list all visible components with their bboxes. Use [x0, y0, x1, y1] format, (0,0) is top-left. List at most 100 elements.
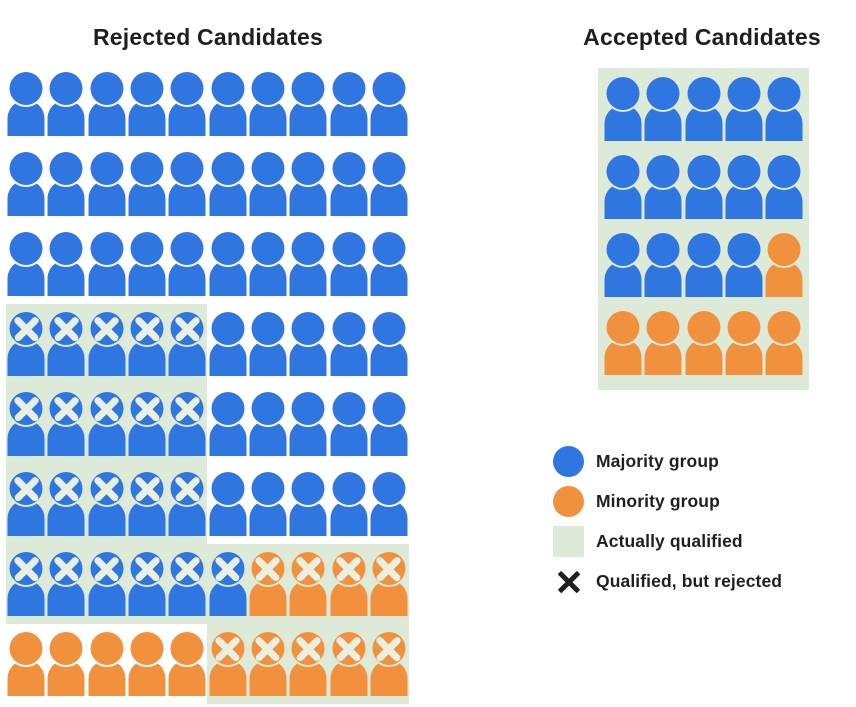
person-cell — [167, 464, 208, 544]
person-cell — [328, 544, 369, 624]
person-torso — [7, 660, 45, 696]
person-head — [291, 72, 325, 105]
minority-person-icon — [6, 624, 46, 704]
minority-person-icon — [167, 624, 207, 704]
person-torso — [209, 580, 247, 616]
majority-person-icon — [87, 384, 127, 464]
person-torso — [289, 340, 327, 376]
person-cell — [87, 64, 127, 144]
majority-person-icon — [207, 64, 247, 144]
majority-person-icon — [369, 464, 409, 544]
person-cell — [683, 307, 724, 385]
person-cell — [6, 384, 47, 464]
rejected-x-icon — [90, 472, 123, 505]
person-cell — [46, 544, 87, 624]
minority-person-icon — [603, 307, 643, 385]
person-torso — [370, 180, 408, 216]
person-head — [687, 233, 721, 266]
rejected-x-icon — [292, 552, 325, 585]
person-torso — [47, 100, 85, 136]
majority-person-icon — [288, 384, 328, 464]
person-torso — [765, 183, 803, 219]
majority-person-icon — [369, 144, 409, 224]
rejected-x-icon — [171, 552, 204, 585]
majority-person-icon — [369, 384, 409, 464]
person-torso — [7, 340, 45, 376]
minority-person-icon — [46, 624, 86, 704]
majority-person-icon — [87, 144, 127, 224]
person-torso — [209, 500, 247, 536]
person-torso — [289, 180, 327, 216]
majority-person-icon — [87, 544, 127, 624]
person-cell — [369, 384, 409, 464]
rejected-x-icon — [211, 632, 244, 665]
person-cell — [643, 307, 684, 385]
person-torso — [7, 420, 45, 456]
person-cell — [328, 304, 368, 384]
person-cell — [46, 144, 86, 224]
person-cell — [603, 307, 644, 385]
person-cell — [683, 151, 724, 229]
person-cell — [369, 64, 409, 144]
rejected-candidates-title: Rejected Candidates — [92, 24, 324, 50]
person-torso — [370, 660, 408, 696]
person-cell — [46, 304, 87, 384]
person-cell — [643, 73, 684, 151]
person-torso — [330, 660, 368, 696]
person-torso — [7, 180, 45, 216]
person-cell — [764, 73, 805, 151]
person-torso — [370, 420, 408, 456]
minority-person-icon — [248, 544, 288, 624]
majority-person-icon — [684, 229, 724, 307]
person-head — [251, 392, 285, 425]
person-head — [606, 233, 640, 266]
person-torso — [725, 183, 763, 219]
majority-person-icon — [369, 224, 409, 304]
person-cell — [167, 64, 207, 144]
person-head — [170, 72, 204, 105]
majority-person-icon — [248, 304, 288, 384]
person-head — [49, 232, 83, 265]
person-head — [727, 233, 761, 266]
person-head — [372, 232, 406, 265]
person-head — [646, 155, 680, 188]
majority-person-icon — [684, 151, 724, 229]
person-torso — [330, 580, 368, 616]
person-head — [727, 77, 761, 110]
person-cell — [288, 224, 328, 304]
majority-person-icon — [6, 64, 46, 144]
person-cell — [126, 544, 168, 624]
person-torso — [685, 105, 723, 141]
person-head — [9, 72, 43, 105]
majority-person-icon — [328, 144, 368, 224]
majority-person-icon — [127, 224, 167, 304]
person-torso — [765, 339, 803, 375]
majority-person-icon — [288, 304, 328, 384]
person-cell — [126, 384, 168, 464]
minority-person-icon — [127, 624, 167, 704]
person-head — [211, 472, 245, 505]
majority-person-icon — [684, 73, 724, 151]
person-cell — [207, 144, 247, 224]
legend-label: Qualified, but rejected — [596, 571, 783, 591]
person-torso — [128, 100, 166, 136]
person-cell — [288, 624, 329, 704]
majority-person-icon — [369, 304, 409, 384]
majority-person-icon — [248, 224, 288, 304]
rejected-x-icon — [332, 552, 365, 585]
majority-person-icon — [167, 144, 207, 224]
accepted-candidates-title: Accepted Candidates — [583, 24, 821, 50]
person-head — [372, 152, 406, 185]
rejected-x-icon — [171, 392, 204, 425]
person-cell — [288, 544, 329, 624]
person-torso — [765, 261, 803, 297]
rejected-x-icon — [251, 632, 284, 665]
person-cell — [369, 224, 409, 304]
rejected-x-icon — [332, 632, 365, 665]
person-torso — [644, 261, 682, 297]
person-head — [687, 77, 721, 110]
person-torso — [7, 500, 45, 536]
majority-group-swatch-icon — [553, 446, 584, 477]
person-cell — [328, 464, 368, 544]
person-cell — [86, 544, 127, 624]
